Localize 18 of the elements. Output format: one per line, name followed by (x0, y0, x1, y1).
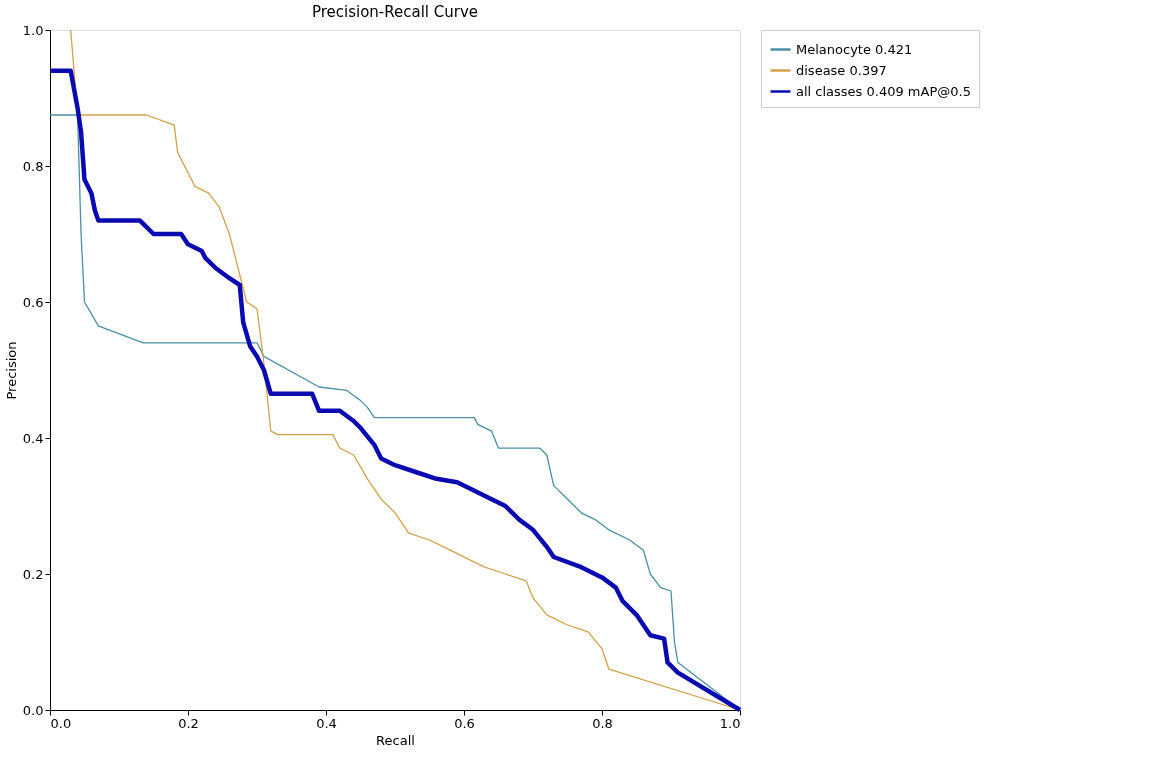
y-tick-label: 0.4 (22, 430, 44, 446)
legend-label: disease 0.397 (796, 62, 887, 78)
x-tick-label: 1.0 (719, 715, 741, 731)
chart-title: Precision-Recall Curve (311, 3, 479, 21)
legend-label: all classes 0.409 mAP@0.5 (796, 83, 971, 99)
x-axis-title: Recall (376, 732, 415, 748)
y-tick-label: 0.0 (22, 702, 44, 718)
y-tick-label: 0.6 (22, 294, 44, 310)
y-tick-label: 0.2 (22, 566, 44, 582)
legend-label: Melanocyte 0.421 (796, 41, 913, 57)
x-tick-label: 0.8 (592, 715, 613, 731)
y-axis-title: Precision (3, 341, 19, 400)
y-tick-label: 0.8 (22, 158, 44, 174)
x-tick-label: 0.2 (178, 715, 199, 731)
y-tick-label: 1.0 (22, 22, 44, 38)
x-tick-label: 0.0 (50, 715, 72, 731)
x-tick-label: 0.6 (454, 715, 475, 731)
x-tick-label: 0.4 (316, 715, 337, 731)
